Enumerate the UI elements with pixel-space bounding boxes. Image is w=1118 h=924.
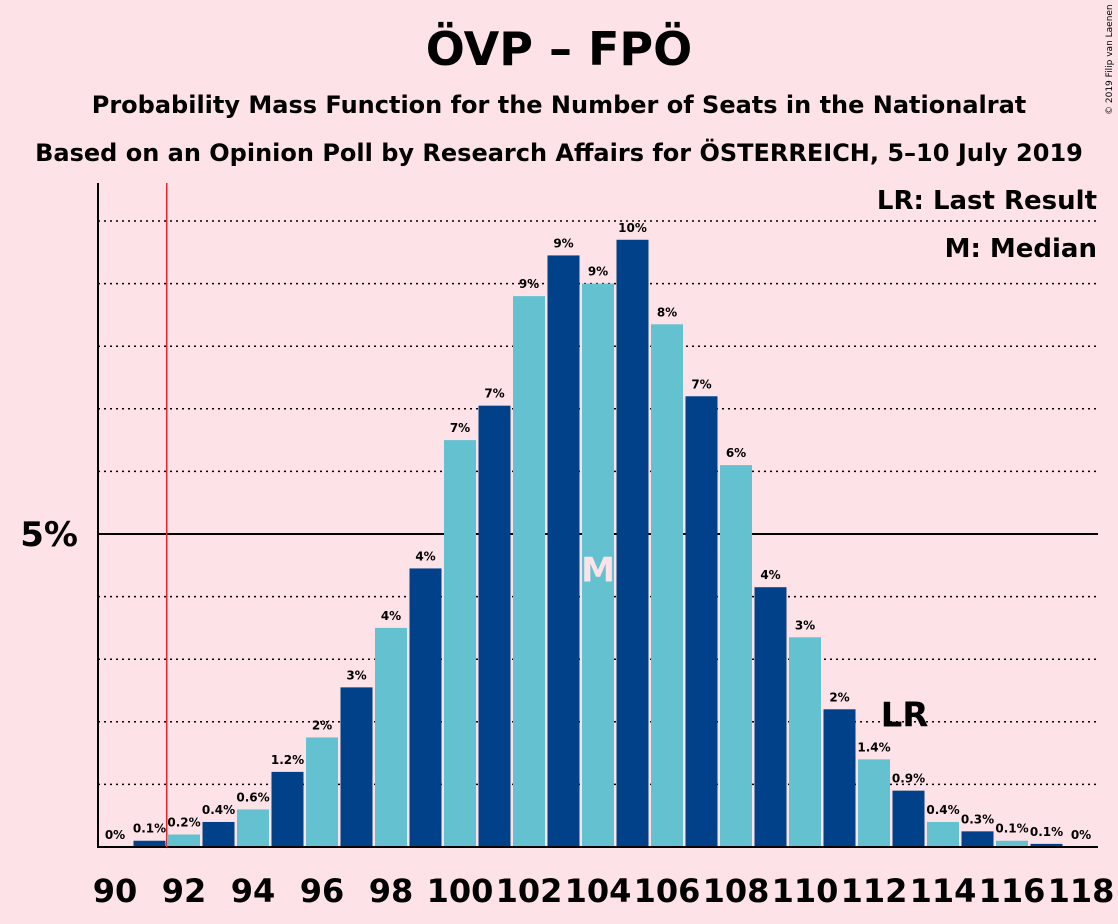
- copyright-text: © 2019 Filip van Laenen: [1105, 4, 1115, 115]
- last-result-marker: LR: [881, 696, 929, 736]
- bar-label-109: 4%: [760, 568, 780, 582]
- bar-label-118: 0%: [1071, 828, 1091, 842]
- bars: [133, 239, 1063, 848]
- bar-label-106: 8%: [657, 305, 677, 319]
- x-tick-112: 112: [841, 872, 908, 910]
- bar-108: [720, 465, 752, 847]
- bar-label-90: 0%: [105, 828, 125, 842]
- x-tick-100: 100: [427, 872, 494, 910]
- bar-label-105: 10%: [618, 221, 647, 235]
- bar-96: [306, 737, 338, 847]
- bar-label-94: 0.6%: [236, 790, 269, 804]
- x-tick-116: 116: [979, 872, 1046, 910]
- x-tick-98: 98: [369, 872, 414, 910]
- bar-label-111: 2%: [829, 690, 849, 704]
- bar-label-114: 0.4%: [926, 803, 959, 817]
- x-tick-94: 94: [231, 872, 276, 910]
- x-tick-110: 110: [772, 872, 839, 910]
- bar-label-97: 3%: [346, 668, 366, 682]
- bar-label-96: 2%: [312, 718, 332, 732]
- bar-106: [651, 324, 683, 847]
- bar-99: [409, 568, 442, 847]
- bar-label-91: 0.1%: [133, 822, 166, 836]
- bar-label-103: 9%: [553, 236, 573, 250]
- bar-label-95: 1.2%: [271, 753, 304, 767]
- x-tick-labels: 90 92 94 96 98 100 102 104 106 108 110 112 114 116 118: [93, 872, 1115, 910]
- bar-label-112: 1.4%: [857, 740, 890, 754]
- bar-113: [892, 790, 925, 847]
- x-tick-114: 114: [910, 872, 977, 910]
- x-tick-102: 102: [496, 872, 563, 910]
- bar-117: [1030, 843, 1063, 847]
- bar-label-100: 7%: [450, 421, 470, 435]
- bar-107: [685, 396, 718, 847]
- bar-105: [616, 239, 649, 847]
- bar-label-101: 7%: [484, 387, 504, 401]
- bar-112: [858, 759, 890, 847]
- bar-101: [478, 405, 511, 847]
- y-tick-label: 5%: [20, 515, 78, 555]
- bar-103: [547, 255, 580, 847]
- bar-104: [582, 283, 614, 848]
- bar-91: [133, 840, 166, 847]
- bar-98: [375, 627, 407, 847]
- bar-114: [927, 821, 959, 847]
- x-tick-118: 118: [1048, 872, 1115, 910]
- bar-94: [237, 809, 269, 847]
- bar-92: [168, 834, 200, 847]
- bar-label-115: 0.3%: [961, 812, 994, 826]
- bar-label-113: 0.9%: [892, 772, 925, 786]
- bar-111: [823, 709, 856, 847]
- x-tick-92: 92: [162, 872, 207, 910]
- bar-115: [961, 831, 994, 847]
- bar-label-116: 0.1%: [995, 822, 1028, 836]
- bar-labels: 0% 0.1% 0.2%0.4%0.6%1.2%2%3%4%4%7%7%9%9%9%…: [105, 221, 1091, 842]
- chart-subtitle-1: Probability Mass Function for the Number…: [92, 91, 1027, 119]
- bar-97: [340, 687, 373, 847]
- x-tick-108: 108: [703, 872, 770, 910]
- bar-label-93: 0.4%: [202, 803, 235, 817]
- bar-label-104: 9%: [588, 265, 608, 279]
- bar-label-108: 6%: [726, 446, 746, 460]
- median-marker: M: [581, 551, 615, 591]
- legend-last-result: LR: Last Result: [877, 186, 1097, 216]
- legend-median: M: Median: [945, 234, 1097, 264]
- x-tick-106: 106: [634, 872, 701, 910]
- x-tick-90: 90: [93, 872, 138, 910]
- bar-label-107: 7%: [691, 377, 711, 391]
- bar-116: [996, 840, 1028, 847]
- bar-label-99: 4%: [415, 549, 435, 563]
- bar-100: [444, 440, 476, 847]
- bar-93: [202, 821, 235, 847]
- bar-label-102: 9%: [519, 277, 539, 291]
- bar-110: [789, 637, 821, 847]
- chart-title: ÖVP – FPÖ: [426, 22, 692, 76]
- x-tick-96: 96: [300, 872, 345, 910]
- x-tick-104: 104: [565, 872, 632, 910]
- bar-label-117: 0.1%: [1030, 825, 1063, 839]
- bar-95: [271, 771, 304, 847]
- bar-label-110: 3%: [795, 618, 815, 632]
- bar-label-98: 4%: [381, 609, 401, 623]
- bar-109: [754, 587, 787, 847]
- chart-subtitle-2: Based on an Opinion Poll by Research Aff…: [35, 137, 1083, 167]
- bar-label-92: 0.2%: [167, 815, 200, 829]
- bar-102: [513, 296, 545, 847]
